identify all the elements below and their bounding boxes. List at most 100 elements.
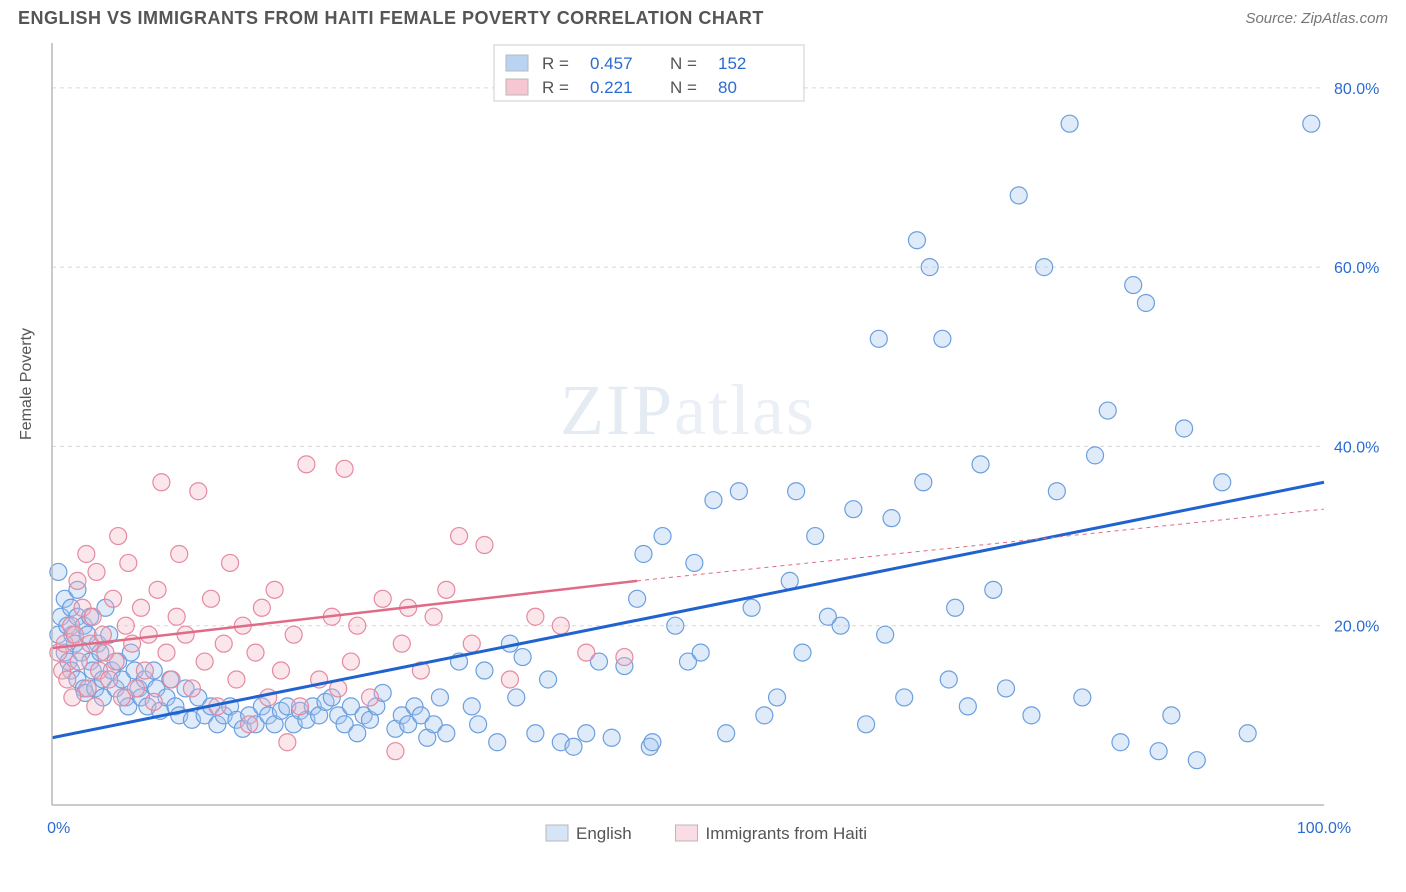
data-point-english [1112,734,1129,751]
legend-r-value: 0.457 [590,54,633,73]
data-point-immigrants [136,662,153,679]
data-point-immigrants [120,554,137,571]
data-point-english [915,474,932,491]
data-point-immigrants [59,671,76,688]
data-point-immigrants [266,581,283,598]
data-point-immigrants [374,590,391,607]
data-point-immigrants [163,671,180,688]
legend-n-value: 80 [718,78,737,97]
y-tick-label: 20.0% [1334,619,1379,636]
chart-canvas: ZIPatlas20.0%40.0%60.0%80.0%0.0%100.0%R … [46,37,1386,877]
data-point-english [514,649,531,666]
data-point-english [667,617,684,634]
data-point-english [1036,259,1053,276]
data-point-immigrants [203,590,220,607]
data-point-immigrants [362,689,379,706]
data-point-english [1137,294,1154,311]
legend-bottom-label-immigrants: Immigrants from Haiti [706,824,868,843]
data-point-immigrants [552,617,569,634]
legend-bottom-label-english: English [576,824,632,843]
trend-line-ext-immigrants [637,509,1324,581]
data-point-immigrants [393,635,410,652]
data-point-english [985,581,1002,598]
data-point-english [998,680,1015,697]
data-point-immigrants [64,689,81,706]
data-point-immigrants [69,572,86,589]
legend-r-label: R = [542,78,569,97]
data-point-english [940,671,957,688]
data-point-english [565,738,582,755]
data-point-english [730,483,747,500]
data-point-english [431,689,448,706]
data-point-english [644,734,661,751]
watermark: ZIPatlas [560,370,816,450]
data-point-english [1087,447,1104,464]
data-point-english [603,729,620,746]
data-point-english [743,599,760,616]
page-title: ENGLISH VS IMMIGRANTS FROM HAITI FEMALE … [18,8,764,29]
data-point-english [1023,707,1040,724]
data-point-immigrants [292,698,309,715]
data-point-english [1214,474,1231,491]
data-point-english [972,456,989,473]
data-point-english [781,572,798,589]
data-point-english [470,716,487,733]
data-point-english [1074,689,1091,706]
data-point-immigrants [101,671,118,688]
legend-swatch-english [506,55,528,71]
data-point-english [349,725,366,742]
data-point-immigrants [66,626,83,643]
data-point-immigrants [578,644,595,661]
data-point-english [635,545,652,562]
data-point-immigrants [241,716,258,733]
data-point-english [1010,187,1027,204]
data-point-english [1188,752,1205,769]
trend-line-english [52,482,1324,737]
data-point-english [832,617,849,634]
data-point-english [845,501,862,518]
data-point-immigrants [215,635,232,652]
data-point-english [908,232,925,249]
data-point-english [629,590,646,607]
data-point-immigrants [425,608,442,625]
data-point-immigrants [616,649,633,666]
data-point-immigrants [105,590,122,607]
source-attribution: Source: ZipAtlas.com [1245,10,1388,27]
legend-swatch-immigrants [506,79,528,95]
legend-r-value: 0.221 [590,78,633,97]
data-point-english [692,644,709,661]
data-point-immigrants [145,693,162,710]
data-point-immigrants [87,698,104,715]
data-point-immigrants [70,653,87,670]
data-point-immigrants [168,608,185,625]
data-point-immigrants [222,554,239,571]
legend-n-label: N = [670,78,697,97]
data-point-english [1048,483,1065,500]
data-point-english [476,662,493,679]
legend-r-label: R = [542,54,569,73]
data-point-english [858,716,875,733]
data-point-immigrants [133,599,150,616]
data-point-english [705,492,722,509]
data-point-english [877,626,894,643]
legend-bottom-swatch-english [546,825,568,841]
data-point-immigrants [253,599,270,616]
data-point-immigrants [153,474,170,491]
data-point-english [1303,115,1320,132]
data-point-english [756,707,773,724]
legend-bottom-swatch-immigrants [676,825,698,841]
data-point-immigrants [247,644,264,661]
y-tick-label: 80.0% [1334,81,1379,98]
data-point-immigrants [84,608,101,625]
data-point-immigrants [78,545,95,562]
data-point-english [718,725,735,742]
correlation-legend-box [494,45,804,101]
y-tick-label: 40.0% [1334,439,1379,456]
data-point-english [1099,402,1116,419]
data-point-english [686,554,703,571]
data-point-english [959,698,976,715]
data-point-immigrants [110,528,127,545]
data-point-immigrants [451,528,468,545]
data-point-english [1150,743,1167,760]
data-point-immigrants [285,626,302,643]
